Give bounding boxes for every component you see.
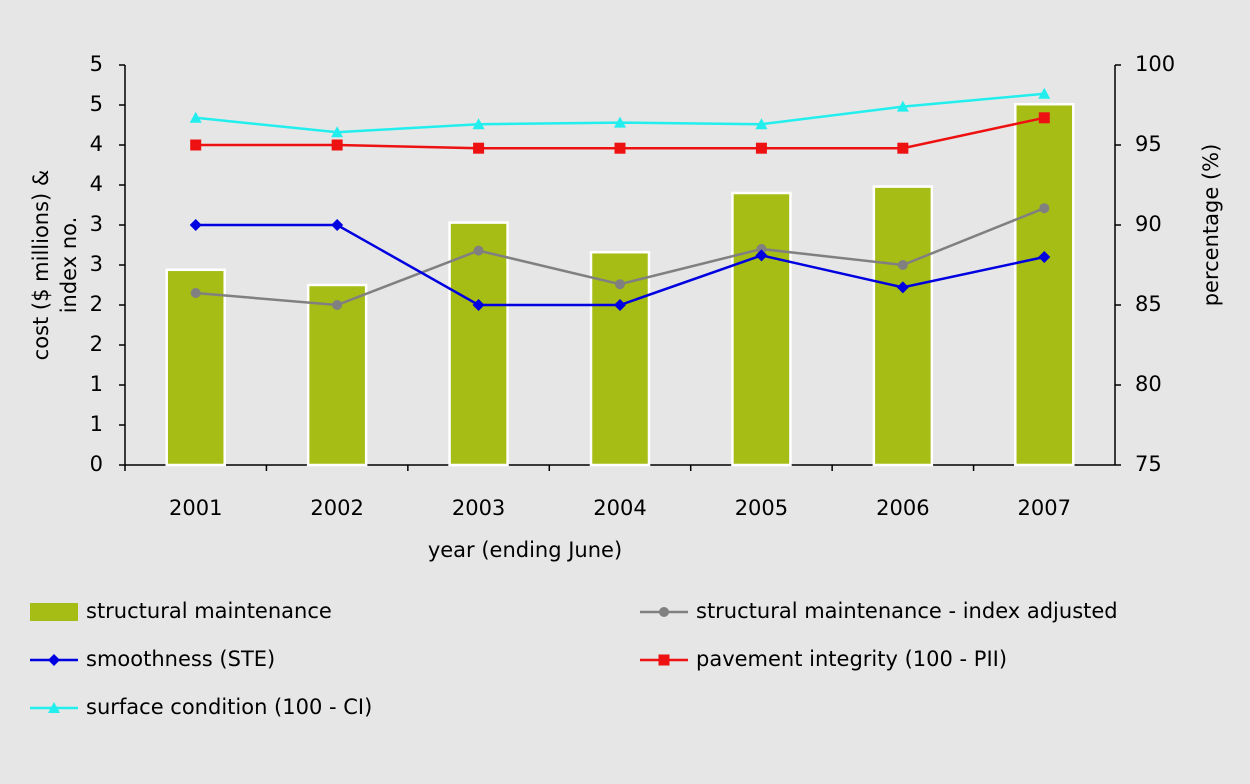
point bbox=[1038, 251, 1051, 263]
bar bbox=[1014, 102, 1075, 467]
point bbox=[755, 118, 768, 130]
point bbox=[755, 249, 768, 262]
point bbox=[615, 279, 625, 290]
bar bbox=[872, 185, 934, 467]
y-tick-label: 2 bbox=[90, 332, 103, 356]
point bbox=[473, 142, 485, 154]
y2-tick-label: 95 bbox=[1135, 132, 1162, 156]
y2-tick-label: 75 bbox=[1135, 452, 1162, 476]
x-tick-label: 2002 bbox=[310, 496, 363, 520]
point bbox=[189, 111, 202, 123]
x-tick-label: 2003 bbox=[452, 496, 505, 520]
y-tick-label: 4 bbox=[90, 132, 103, 156]
legend-label: structural maintenance bbox=[86, 599, 332, 623]
point bbox=[331, 219, 344, 231]
point bbox=[1038, 112, 1050, 124]
y-tick-label: 5 bbox=[90, 52, 103, 76]
y2-tick-label: 90 bbox=[1135, 212, 1162, 236]
y2-tick-label: 100 bbox=[1135, 52, 1175, 76]
legend-marker bbox=[658, 654, 670, 666]
y-tick-label: 2 bbox=[90, 292, 103, 316]
y-axis-label-line: cost ($ millions) & bbox=[29, 170, 53, 361]
legend-item: structural maintenance bbox=[30, 599, 332, 623]
y-tick-label: 0 bbox=[90, 452, 103, 476]
point bbox=[190, 139, 202, 151]
y2-tick-label: 80 bbox=[1135, 372, 1162, 396]
y2-tick-label: 85 bbox=[1135, 292, 1162, 316]
y-tick-label: 1 bbox=[90, 412, 103, 436]
y2-axis-label: percentage (%) bbox=[1199, 144, 1223, 307]
point bbox=[190, 288, 201, 298]
point bbox=[756, 244, 767, 254]
legend-swatch bbox=[30, 603, 78, 621]
y-tick-label: 3 bbox=[90, 212, 103, 236]
legend-item: surface condition (100 - CI) bbox=[30, 695, 372, 719]
bar bbox=[306, 283, 368, 467]
point bbox=[755, 142, 767, 154]
point bbox=[896, 100, 909, 112]
point bbox=[331, 139, 343, 151]
bar bbox=[448, 221, 509, 467]
x-tick-label: 2001 bbox=[169, 496, 222, 520]
legend-item: structural maintenance - index adjusted bbox=[640, 599, 1118, 623]
point bbox=[614, 142, 626, 154]
bar bbox=[165, 268, 226, 467]
point bbox=[472, 118, 485, 130]
point bbox=[472, 299, 485, 311]
legend-item: smoothness (STE) bbox=[30, 647, 275, 671]
point bbox=[189, 219, 202, 231]
point bbox=[897, 260, 908, 270]
legend-label: pavement integrity (100 - PII) bbox=[696, 647, 1007, 671]
legend-marker bbox=[48, 654, 60, 666]
x-tick-label: 2007 bbox=[1018, 496, 1071, 520]
y-tick-label: 3 bbox=[90, 252, 103, 276]
point bbox=[896, 281, 909, 294]
point bbox=[897, 142, 909, 154]
bar bbox=[731, 191, 792, 467]
x-axis-label: year (ending June) bbox=[428, 538, 622, 562]
point bbox=[614, 116, 626, 128]
y-axis-label: cost ($ millions) & index no. bbox=[29, 170, 81, 361]
point bbox=[473, 245, 484, 256]
legend-label: surface condition (100 - CI) bbox=[86, 695, 372, 719]
legend-marker bbox=[48, 702, 60, 713]
x-tick-label: 2005 bbox=[735, 496, 788, 520]
legend-item: pavement integrity (100 - PII) bbox=[640, 647, 1007, 671]
x-tick-label: 2004 bbox=[593, 496, 646, 520]
legend-marker bbox=[659, 607, 669, 617]
y-axis-label-line: index no. bbox=[57, 217, 81, 314]
y-tick-label: 4 bbox=[90, 172, 103, 196]
y-tick-label: 5 bbox=[90, 92, 103, 116]
legend-label: structural maintenance - index adjusted bbox=[696, 599, 1118, 623]
legend-label: smoothness (STE) bbox=[86, 647, 275, 671]
point bbox=[614, 299, 626, 311]
point bbox=[1039, 203, 1050, 214]
point bbox=[1038, 87, 1051, 99]
point bbox=[332, 300, 343, 310]
point bbox=[331, 126, 344, 138]
y-tick-label: 1 bbox=[90, 372, 103, 396]
x-tick-label: 2006 bbox=[876, 496, 929, 520]
